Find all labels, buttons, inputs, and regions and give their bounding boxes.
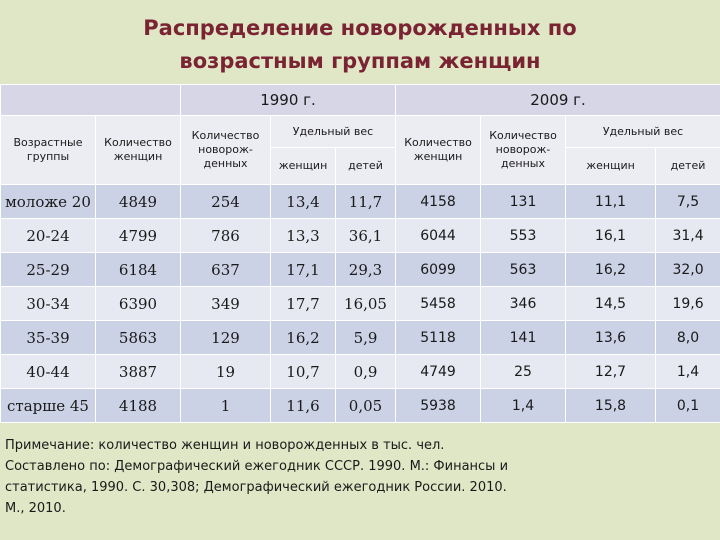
cell-women-weight-2009: 16,2 [565, 252, 657, 287]
cell-newborn-count-2009: 1,4 [480, 388, 567, 423]
cell-newborn-count-1990: 19 [180, 354, 271, 389]
cell-women-weight-1990: 13,4 [270, 184, 336, 219]
header-row-1: Возрастные группы Количество женщин Коли… [0, 115, 720, 185]
cell-women-weight-2009: 16,1 [565, 218, 657, 253]
cell-children-weight-2009: 32,0 [655, 252, 720, 287]
cell-children-weight-1990: 5,9 [334, 320, 397, 355]
cell-newborn-count-1990: 349 [180, 286, 271, 321]
header-row-2: женщин детей женщин детей [1, 147, 720, 185]
slide-title: Распределение новорожденных по возрастны… [0, 12, 720, 78]
cell-women-weight-1990: 10,7 [270, 354, 336, 389]
table-row: 25-29 6184 637 17,1 29,3 6099 563 16,2 32,0 [0, 252, 720, 287]
cell-age-group: 30-34 [0, 286, 96, 321]
cell-women-count-2009: 4158 [395, 184, 482, 219]
footnote: Примечание: количество женщин и новорожд… [5, 435, 605, 519]
cell-women-weight-2009: 11,1 [565, 184, 657, 219]
cell-women-weight-2009: 13,6 [565, 320, 657, 355]
cell-women-count-1990: 5863 [95, 320, 181, 355]
header-year-1990: 1990 г. [179, 84, 397, 116]
cell-women-count-1990: 4799 [95, 218, 181, 253]
cell-women-weight-2009: 14,5 [565, 286, 657, 321]
cell-women-count-1990: 3887 [95, 354, 181, 389]
cell-newborn-count-2009: 563 [480, 252, 567, 287]
table-row: 30-34 6390 349 17,7 16,05 5458 346 14,5 19,6 [0, 286, 720, 321]
table-row: старше 45 4188 1 11,6 0,05 5938 1,4 15,8 0,1 [0, 388, 720, 423]
header-women-count-2009: Количество женщин [395, 115, 482, 185]
header-row-years: 1990 г. 2009 г. [0, 84, 720, 116]
title-line-1: Распределение новорожденных по [143, 16, 577, 40]
title-line-2: возрастным группам женщин [179, 49, 541, 73]
cell-newborn-count-1990: 129 [180, 320, 271, 355]
table-body: 1990 г. 2009 г. Возрастные группы Количе… [0, 84, 720, 423]
table-row: 35-39 5863 129 16,2 5,9 5118 141 13,6 8,0 [0, 320, 720, 355]
cell-children-weight-2009: 8,0 [655, 320, 720, 355]
cell-women-count-2009: 6099 [395, 252, 482, 287]
footnote-line-1: Примечание: количество женщин и новорожд… [5, 438, 445, 453]
cell-children-weight-2009: 7,5 [655, 184, 720, 219]
header-women-1990: женщин [270, 147, 336, 185]
cell-women-count-2009: 5118 [395, 320, 482, 355]
footnote-line-4: М., 2010. [5, 501, 66, 516]
cell-newborn-count-2009: 553 [480, 218, 567, 253]
cell-women-count-1990: 6390 [95, 286, 181, 321]
header-women-count-1990: Количество женщин [95, 115, 181, 185]
cell-age-group: 40-44 [0, 354, 96, 389]
table-row: моложе 20 4849 254 13,4 11,7 4158 131 11,1 7,5 [0, 184, 720, 219]
cell-children-weight-2009: 19,6 [655, 286, 720, 321]
footnote-line-2: Составлено по: Демографический ежегодник… [5, 459, 509, 474]
cell-newborn-count-2009: 131 [480, 184, 567, 219]
table-row: 40-44 3887 19 10,7 0,9 4749 25 12,7 1,4 [0, 354, 720, 389]
cell-women-count-1990: 4188 [95, 388, 181, 423]
cell-women-weight-1990: 17,1 [270, 252, 336, 287]
header-women-2009: женщин [565, 147, 657, 185]
header-year-2009: 2009 г. [395, 84, 720, 116]
cell-newborn-count-2009: 346 [480, 286, 567, 321]
cell-newborn-count-1990: 1 [180, 388, 271, 423]
cell-women-weight-2009: 12,7 [565, 354, 657, 389]
cell-age-group: 35-39 [0, 320, 96, 355]
cell-women-count-2009: 5938 [395, 388, 482, 423]
header-newborn-count-1990: Количество новорож-денных [180, 115, 271, 185]
cell-women-count-2009: 5458 [395, 286, 482, 321]
cell-children-weight-2009: 1,4 [655, 354, 720, 389]
header-specific-weight-2009: Удельный вес [565, 115, 720, 148]
cell-women-weight-1990: 13,3 [270, 218, 336, 253]
cell-age-group: 20-24 [0, 218, 96, 253]
cell-newborn-count-1990: 637 [180, 252, 271, 287]
cell-women-weight-1990: 16,2 [270, 320, 336, 355]
cell-children-weight-1990: 29,3 [334, 252, 397, 287]
cell-women-weight-1990: 17,7 [270, 286, 336, 321]
data-table: 1990 г. 2009 г. Возрастные группы Количе… [0, 84, 720, 423]
cell-women-weight-1990: 11,6 [270, 388, 336, 423]
cell-women-weight-2009: 15,8 [565, 388, 657, 423]
cell-children-weight-2009: 31,4 [655, 218, 720, 253]
header-corner [0, 84, 181, 116]
header-age-groups: Возрастные группы [0, 115, 96, 185]
cell-children-weight-1990: 36,1 [334, 218, 397, 253]
header-children-1990: детей [334, 147, 397, 185]
cell-women-count-2009: 6044 [395, 218, 482, 253]
cell-children-weight-1990: 0,05 [334, 388, 397, 423]
cell-newborn-count-1990: 786 [180, 218, 271, 253]
cell-women-count-1990: 4849 [95, 184, 181, 219]
cell-children-weight-1990: 11,7 [334, 184, 397, 219]
cell-newborn-count-2009: 141 [480, 320, 567, 355]
header-children-2009: детей [655, 147, 720, 185]
cell-newborn-count-1990: 254 [180, 184, 271, 219]
cell-children-weight-1990: 0,9 [334, 354, 397, 389]
cell-age-group: 25-29 [0, 252, 96, 287]
footnote-line-3: статистика, 1990. С. 30,308; Демографиче… [5, 480, 507, 495]
cell-children-weight-2009: 0,1 [655, 388, 720, 423]
cell-age-group: старше 45 [0, 388, 96, 423]
cell-age-group: моложе 20 [0, 184, 96, 219]
cell-women-count-1990: 6184 [95, 252, 181, 287]
cell-children-weight-1990: 16,05 [334, 286, 397, 321]
header-specific-weight-1990: Удельный вес [269, 115, 397, 148]
cell-newborn-count-2009: 25 [480, 354, 567, 389]
cell-women-count-2009: 4749 [395, 354, 482, 389]
table-row: 20-24 4799 786 13,3 36,1 6044 553 16,1 31,4 [0, 218, 720, 253]
header-newborn-count-2009: Количество новорож-денных [480, 115, 567, 185]
